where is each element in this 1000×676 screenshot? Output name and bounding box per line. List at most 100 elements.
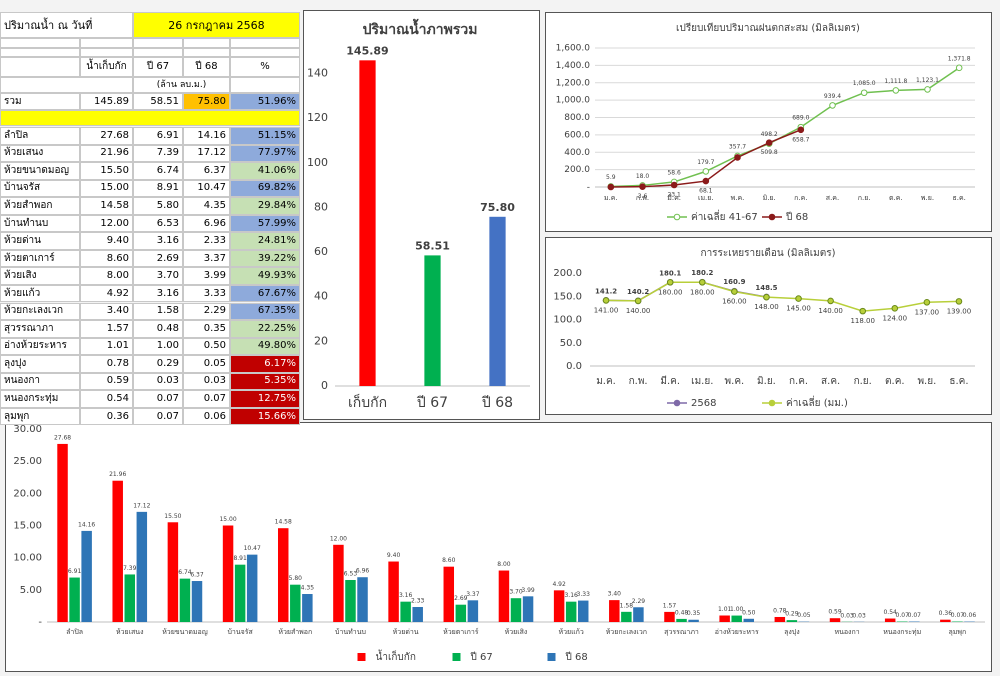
row-value: 15.50 — [80, 162, 133, 180]
date-value: 26 กรกฎาคม 2568 — [133, 12, 300, 38]
bar — [112, 480, 123, 622]
row-value: 29.84% — [230, 197, 300, 215]
total-cell: 51.96% — [230, 93, 300, 110]
row-value: 0.05 — [183, 355, 230, 373]
bar — [302, 594, 313, 622]
x-tick-label: ลุงปุง — [784, 628, 800, 636]
row-value: 6.74 — [133, 162, 183, 180]
separator-band — [0, 110, 300, 126]
row-value: 0.07 — [133, 407, 183, 426]
value-label: 0.03 — [840, 612, 854, 619]
legend-label: ค่าเฉลี่ย 41-67 — [691, 209, 758, 223]
row-value: 9.40 — [80, 232, 133, 250]
legend-swatch — [673, 213, 681, 221]
chart-title: ปริมาณน้ำภาพรวม — [363, 18, 478, 38]
x-tick-label: ส.ค. — [826, 194, 839, 202]
legend-label: ค่าเฉลี่ย (มม.) — [786, 395, 848, 409]
row-name: ห้วยขนาดมอญ — [0, 162, 80, 180]
value-label: 0.50 — [742, 609, 756, 616]
value-label: 148.5 — [755, 284, 777, 292]
bar — [664, 611, 675, 622]
row-name: ลุมพุก — [0, 407, 80, 426]
x-tick-label: พ.ย. — [921, 194, 934, 202]
value-label: 3.6 — [638, 193, 648, 200]
value-label: 4.35 — [301, 585, 315, 592]
bar — [829, 618, 841, 622]
value-label: 180.00 — [658, 288, 683, 296]
value-label: 140.00 — [818, 307, 843, 315]
x-tick-label: ห้วยเสนง — [116, 628, 144, 636]
bar — [510, 598, 522, 622]
row-name: ห้วยเสิง — [0, 267, 80, 285]
row-name: ลุงปุง — [0, 355, 80, 373]
value-label: 2.33 — [411, 598, 425, 605]
value-label: 7.39 — [123, 565, 137, 572]
value-label: 15.50 — [164, 513, 181, 520]
y-tick-label: 30.00 — [13, 424, 42, 435]
x-tick-label: ห้วยขนาดมอญ — [162, 628, 208, 636]
point — [734, 154, 741, 161]
value-label: 1,085.0 — [853, 80, 876, 87]
value-label: 1.58 — [620, 602, 634, 609]
line — [610, 67, 960, 188]
bar — [609, 600, 620, 622]
value-label: 9.40 — [387, 552, 401, 559]
line — [606, 281, 959, 312]
value-label: 1,371.8 — [948, 55, 971, 62]
bar — [565, 601, 577, 622]
bar — [246, 554, 258, 622]
row-value: 1.57 — [80, 320, 133, 338]
bar — [277, 528, 289, 622]
value-label: 0.07 — [896, 612, 910, 619]
y-tick-label: 40 — [314, 290, 328, 303]
value-label: 0.07 — [951, 612, 965, 619]
value-label: 139.00 — [947, 307, 972, 315]
unit-label: (ล้าน ลบ.ม.) — [133, 77, 230, 93]
point — [955, 298, 963, 305]
point — [795, 295, 802, 302]
point — [698, 279, 706, 286]
blank-cell — [133, 38, 183, 48]
x-tick-label: บ้านจรัส — [227, 628, 253, 636]
y-tick-label: - — [38, 617, 42, 628]
row-value: 2.33 — [183, 232, 230, 250]
x-tick-label: ลำปิล — [66, 628, 83, 636]
y-tick-label: 140 — [307, 66, 328, 79]
bar — [676, 618, 687, 622]
row-name: ลำปิล — [0, 127, 80, 145]
row-value: 41.06% — [230, 162, 300, 180]
y-tick-label: 0 — [321, 379, 328, 392]
x-tick-label: ก.ค. — [789, 376, 808, 387]
point — [702, 177, 710, 185]
point — [670, 181, 678, 189]
value-label: 3.40 — [608, 591, 622, 598]
y-tick-label: 20 — [314, 334, 328, 347]
x-tick-label: ก.ค. — [794, 194, 807, 202]
x-tick-label: มิ.ย. — [757, 376, 776, 387]
value-label: 180.2 — [691, 269, 713, 277]
row-value: 4.92 — [80, 284, 133, 303]
row-name: บ้านทำนบ — [0, 214, 80, 233]
value-label: 160.00 — [722, 298, 747, 306]
bar — [633, 607, 644, 622]
value-label: 58.6 — [667, 169, 681, 176]
column-header: ปี 67 — [133, 57, 183, 77]
bar — [743, 618, 755, 622]
row-value: 12.00 — [80, 214, 133, 233]
legend-swatch — [768, 213, 776, 221]
legend-swatch — [547, 653, 556, 661]
chart-frame — [545, 237, 992, 415]
x-tick-label: พ.ย. — [917, 376, 936, 387]
point — [859, 307, 867, 315]
legend-label: ปี 68 — [565, 651, 588, 663]
bar — [222, 525, 234, 622]
value-label: 3.70 — [509, 589, 523, 596]
legend-swatch — [452, 653, 461, 661]
y-tick-label: 1,600.0 — [556, 44, 591, 54]
y-tick-label: 25.00 — [13, 456, 42, 467]
blank-cell — [183, 47, 230, 57]
x-tick-label: สุวรรณาภา — [664, 628, 699, 636]
value-label: 58.51 — [415, 239, 450, 252]
point — [924, 86, 931, 93]
row-value: 6.37 — [183, 162, 230, 180]
